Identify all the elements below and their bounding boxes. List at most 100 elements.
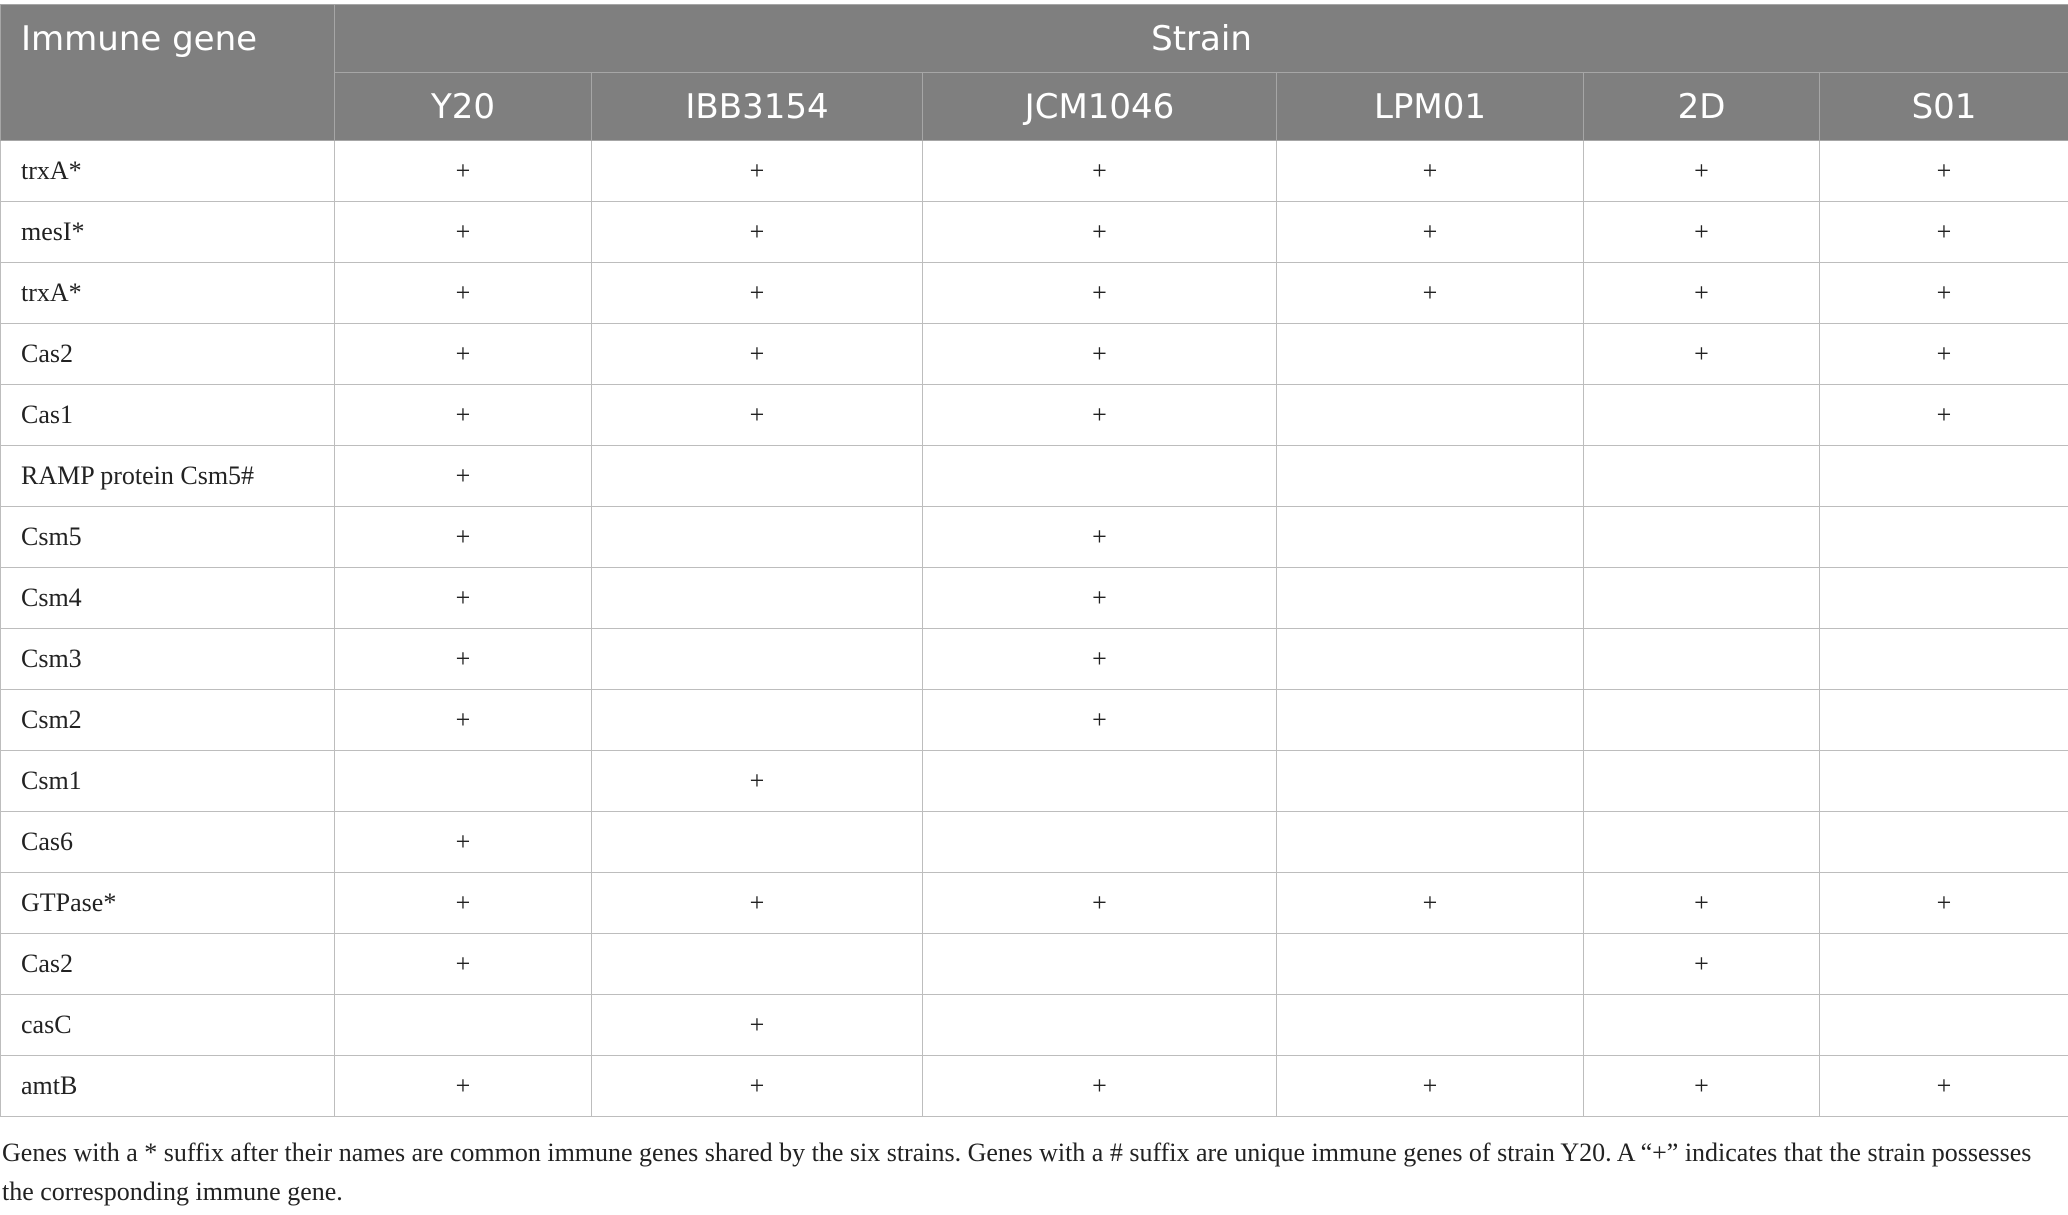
presence-cell: + [591, 872, 923, 934]
presence-cell: + [922, 872, 1277, 934]
presence-cell: + [1818, 140, 2068, 202]
gene-name-cell: Cas2 [0, 933, 335, 995]
gene-name-cell: RAMP protein Csm5# [0, 445, 335, 507]
presence-cell: + [591, 384, 923, 446]
gene-name-cell: amtB [0, 1055, 335, 1117]
presence-cell: + [922, 384, 1277, 446]
presence-cell: + [922, 140, 1277, 202]
strain-header: Y20 [334, 72, 592, 141]
presence-cell: + [591, 140, 923, 202]
presence-cell [1583, 567, 1820, 629]
presence-cell: + [1583, 323, 1820, 385]
presence-cell: + [334, 1055, 592, 1117]
gene-name-cell: Csm5 [0, 506, 335, 568]
presence-cell: + [1276, 1055, 1584, 1117]
presence-cell [1276, 689, 1584, 751]
immune-gene-table: Immune gene Strain Y20 IBB3154 JCM1046 L… [0, 4, 2068, 1117]
presence-cell [1276, 933, 1584, 995]
presence-cell: + [334, 262, 592, 324]
strain-header: LPM01 [1276, 72, 1584, 141]
presence-cell [1583, 750, 1820, 812]
table-row: Csm3 + + [0, 628, 2068, 690]
presence-cell: + [1818, 384, 2068, 446]
presence-cell [1276, 750, 1584, 812]
gene-name-cell: Csm2 [0, 689, 335, 751]
presence-cell [1583, 445, 1820, 507]
presence-cell [922, 994, 1277, 1056]
presence-cell: + [1818, 262, 2068, 324]
presence-cell: + [1583, 140, 1820, 202]
presence-cell [1276, 567, 1584, 629]
presence-cell [591, 811, 923, 873]
presence-cell [1583, 628, 1820, 690]
gene-name-cell: GTPase* [0, 872, 335, 934]
presence-cell: + [1583, 262, 1820, 324]
header-row-strains: Y20 IBB3154 JCM1046 LPM01 2D S01 [1, 72, 2068, 141]
presence-cell: + [1583, 872, 1820, 934]
presence-cell [1818, 994, 2068, 1056]
table-row: trxA* + + + + + + [0, 140, 2068, 202]
presence-cell: + [1276, 140, 1584, 202]
table-row: Cas2 + + [0, 933, 2068, 995]
presence-cell: + [922, 262, 1277, 324]
presence-cell [1583, 994, 1820, 1056]
presence-cell [1276, 811, 1584, 873]
table-row: mesI* + + + + + + [0, 201, 2068, 263]
presence-cell: + [334, 567, 592, 629]
table-header: Immune gene Strain Y20 IBB3154 JCM1046 L… [0, 4, 2068, 141]
table-footnote: Genes with a * suffix after their names … [2, 1138, 2032, 1206]
strain-header: 2D [1583, 72, 1820, 141]
presence-cell [1583, 384, 1820, 446]
immune-gene-header: Immune gene [0, 4, 335, 141]
presence-cell: + [1818, 872, 2068, 934]
presence-cell [334, 750, 592, 812]
presence-cell: + [334, 506, 592, 568]
presence-cell: + [1818, 201, 2068, 263]
presence-cell: + [1583, 933, 1820, 995]
presence-cell: + [1818, 323, 2068, 385]
gene-name-cell: Cas2 [0, 323, 335, 385]
presence-cell: + [334, 384, 592, 446]
presence-cell: + [591, 323, 923, 385]
presence-cell [1583, 811, 1820, 873]
presence-cell: + [1818, 1055, 2068, 1117]
presence-cell [1276, 384, 1584, 446]
presence-cell: + [591, 262, 923, 324]
presence-cell [1583, 506, 1820, 568]
presence-cell: + [922, 506, 1277, 568]
strain-header: JCM1046 [922, 72, 1277, 141]
gene-name-cell: casC [0, 994, 335, 1056]
presence-cell: + [591, 994, 923, 1056]
header-row-group: Immune gene Strain [0, 4, 2068, 141]
presence-cell [922, 811, 1277, 873]
table-row: amtB + + + + + + [0, 1055, 2068, 1117]
table-row: Csm2 + + [0, 689, 2068, 751]
presence-cell: + [334, 201, 592, 263]
presence-cell: + [334, 628, 592, 690]
table-row: Cas6 + [0, 811, 2068, 873]
presence-cell: + [334, 689, 592, 751]
presence-cell [1276, 323, 1584, 385]
presence-cell: + [591, 750, 923, 812]
strain-group-header: Strain [333, 4, 2068, 73]
gene-name-cell: Csm3 [0, 628, 335, 690]
presence-cell: + [1583, 201, 1820, 263]
gene-name-cell: Csm1 [0, 750, 335, 812]
presence-cell: + [1276, 262, 1584, 324]
table-row: Cas1 + + + + [0, 384, 2068, 446]
presence-cell [1276, 994, 1584, 1056]
table-container: Immune gene Strain Y20 IBB3154 JCM1046 L… [0, 4, 2068, 1117]
presence-cell [1276, 445, 1584, 507]
table-row: Cas2 + + + + + [0, 323, 2068, 385]
presence-cell: + [334, 811, 592, 873]
presence-cell: + [922, 1055, 1277, 1117]
gene-name-cell: Cas6 [0, 811, 335, 873]
presence-cell: + [334, 140, 592, 202]
presence-cell [1818, 628, 2068, 690]
presence-cell [1818, 567, 2068, 629]
gene-name-cell: mesI* [0, 201, 335, 263]
presence-cell [591, 628, 923, 690]
presence-cell [1818, 811, 2068, 873]
presence-cell: + [334, 323, 592, 385]
presence-cell: + [1583, 1055, 1820, 1117]
